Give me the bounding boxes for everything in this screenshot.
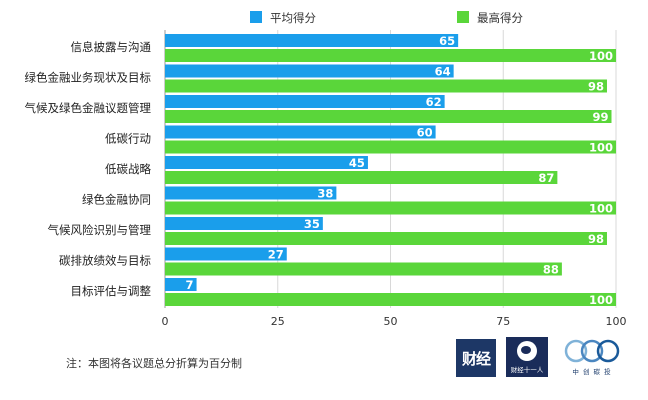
category-label-4: 低碳行动 xyxy=(105,132,151,146)
x-tick-label-75: 75 xyxy=(496,315,510,328)
chart-note: 注：本图将各议题总分折算为百分制 xyxy=(66,357,242,370)
category-label-3: 气候及绿色金融议题管理 xyxy=(25,101,152,115)
bar-avg-8 xyxy=(165,247,287,261)
bar-max-7 xyxy=(165,232,607,245)
category-label-6: 绿色金融协同 xyxy=(82,193,151,207)
legend-swatch-1 xyxy=(250,11,262,23)
bars: 65 100 64 98 62 99 60 100 45 87 38 100 35 98 27 88 7 100 xyxy=(165,34,616,307)
bar-label-avg-6: 38 xyxy=(317,187,333,201)
bar-label-max-1: 100 xyxy=(589,49,613,63)
legend-swatch-2 xyxy=(457,11,469,23)
bar-avg-7 xyxy=(165,217,323,230)
bar-max-3 xyxy=(165,110,612,123)
bar-label-avg-2: 64 xyxy=(435,65,451,79)
caijing-logo: 财经 xyxy=(456,339,496,377)
category-label-2: 绿色金融业务现状及目标 xyxy=(25,71,152,85)
bar-avg-6 xyxy=(165,186,337,200)
bar-label-avg-7: 35 xyxy=(304,217,320,231)
bar-max-5 xyxy=(165,171,558,184)
bar-label-max-7: 98 xyxy=(588,232,604,246)
bar-label-avg-4: 60 xyxy=(417,126,433,140)
bar-label-avg-8: 27 xyxy=(268,248,284,262)
zhongchuang-rings-icon xyxy=(564,339,620,363)
bar-max-4 xyxy=(165,140,616,154)
bar-label-max-3: 99 xyxy=(592,110,608,124)
caijing-eleven-logo-text: 财经十一人 xyxy=(510,366,544,374)
zhongchuang-logo: 中 创 碳 投 xyxy=(560,338,624,378)
caijing-eleven-logo: 财经十一人 xyxy=(506,337,548,377)
bar-label-avg-9: 7 xyxy=(186,278,194,292)
category-label-9: 目标评估与调整 xyxy=(71,284,152,298)
x-axis-ticks: 0 25 50 75 100 xyxy=(162,315,627,328)
bar-avg-1 xyxy=(165,34,459,47)
bar-max-1 xyxy=(165,49,616,62)
bar-avg-9 xyxy=(165,278,197,291)
caijing-logo-text: 财经 xyxy=(461,349,491,368)
bar-label-max-5: 87 xyxy=(538,171,554,185)
legend: 平均得分 最高得分 xyxy=(250,11,523,25)
bar-avg-3 xyxy=(165,95,445,108)
category-labels: 信息披露与沟通绿色金融业务现状及目标气候及绿色金融议题管理低碳行动低碳战略绿色金… xyxy=(25,40,152,298)
bar-avg-4 xyxy=(165,125,436,139)
bar-avg-5 xyxy=(165,156,368,169)
category-label-1: 信息披露与沟通 xyxy=(71,40,152,54)
x-tick-label-50: 50 xyxy=(384,315,398,328)
bar-label-max-2: 98 xyxy=(588,80,604,94)
bar-max-6 xyxy=(165,201,616,215)
x-tick-label-100: 100 xyxy=(606,315,627,328)
legend-label-2: 最高得分 xyxy=(477,11,523,25)
bar-label-avg-3: 62 xyxy=(426,95,442,109)
bar-avg-2 xyxy=(165,64,454,78)
category-label-7: 气候风险识别与管理 xyxy=(48,223,152,237)
globe-icon xyxy=(517,341,537,361)
bar-label-max-6: 100 xyxy=(589,202,613,216)
bar-chart: 平均得分 最高得分 65 100 64 98 62 99 60 100 45 87 38 100 35 98… xyxy=(25,11,627,328)
legend-label-1: 平均得分 xyxy=(270,11,316,25)
x-tick-label-25: 25 xyxy=(271,315,285,328)
bar-label-max-4: 100 xyxy=(589,141,613,155)
bar-label-max-8: 88 xyxy=(543,263,559,277)
bar-max-8 xyxy=(165,262,562,276)
x-tick-label-0: 0 xyxy=(162,315,169,328)
zhongchuang-logo-text: 中 创 碳 投 xyxy=(572,368,612,376)
bar-label-max-9: 100 xyxy=(589,293,613,307)
category-label-8: 碳排放绩效与目标 xyxy=(59,254,151,268)
category-label-5: 低碳战略 xyxy=(105,162,151,176)
bar-max-2 xyxy=(165,79,607,93)
bar-max-9 xyxy=(165,293,616,306)
bar-label-avg-1: 65 xyxy=(439,34,455,48)
bar-label-avg-5: 45 xyxy=(349,156,365,170)
